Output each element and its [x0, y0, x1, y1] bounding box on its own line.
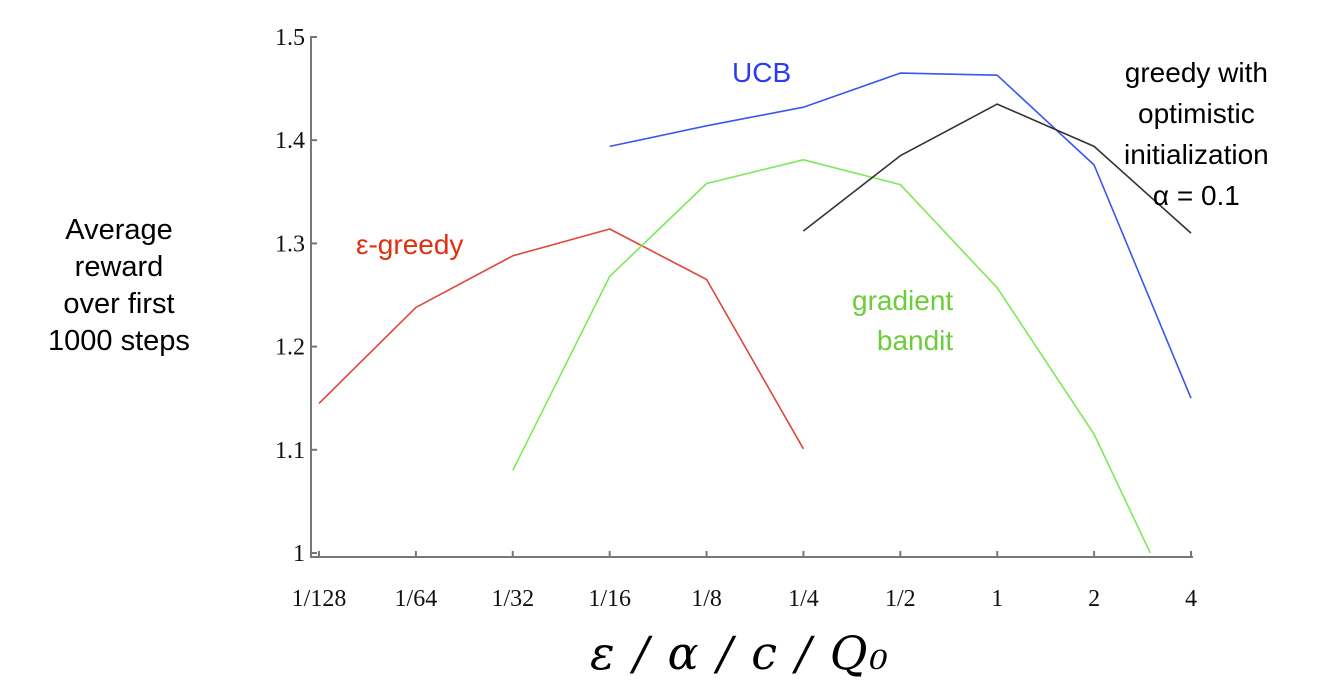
- series-lines: [318, 72, 1192, 554]
- x-tick-label: 4: [1185, 586, 1197, 612]
- y-tick-label: 1: [293, 541, 305, 567]
- y-axis-label-line: Average: [65, 214, 173, 246]
- y-tick-label: 1.3: [275, 231, 305, 257]
- x-tick-label: 2: [1088, 586, 1100, 612]
- series-line-ucb: [609, 72, 1192, 399]
- y-tick-label: 1.2: [275, 335, 305, 361]
- y-axis-label-line: 1000 steps: [48, 325, 190, 357]
- y-axis-label: Average reward over first 1000 steps: [14, 212, 224, 360]
- series-line-greedy: [318, 228, 805, 450]
- x-tick-label: 1/4: [788, 586, 819, 612]
- y-tick-label: 1.4: [275, 128, 305, 154]
- label-line: bandit: [876, 325, 954, 356]
- series-label-gradient-bandit: gradient bandit: [852, 281, 953, 361]
- x-tick-label: 1/128: [292, 586, 347, 612]
- x-tick-label: 1/32: [491, 586, 534, 612]
- label-line: gradient: [852, 285, 954, 316]
- axes: [310, 36, 1193, 558]
- y-tick-label: 1.5: [275, 25, 305, 51]
- series-line-greedy: [802, 103, 1192, 234]
- label-line: α = 0.1: [1152, 180, 1240, 211]
- y-tick-label: 1.1: [275, 438, 305, 464]
- x-tick-label: 1/2: [885, 586, 916, 612]
- series-line-gradient: [512, 159, 1152, 554]
- series-label-ucb: UCB: [732, 57, 792, 88]
- y-axis-label-line: over first: [63, 288, 175, 320]
- label-line: optimistic: [1138, 98, 1255, 129]
- x-tick-label: 1/64: [395, 586, 438, 612]
- label-line: greedy with: [1124, 57, 1268, 88]
- x-tick-label: 1: [991, 586, 1003, 612]
- x-tick-label: 1/8: [691, 586, 722, 612]
- series-label-optimistic-greedy: greedy with optimistic initialization α …: [1124, 52, 1269, 216]
- label-line: initialization: [1124, 139, 1269, 170]
- y-axis-label-line: reward: [74, 251, 164, 283]
- x-axis-label: ε / α / c / Q₀: [590, 626, 890, 680]
- x-tick-label: 1/16: [588, 586, 631, 612]
- axis-ticks: 1 1.1 1.2 1.3 1.4 1.5 1/128 1/64 1/32 1/16 1/8 1/4 1…: [275, 25, 1197, 612]
- series-label-epsilon-greedy: ε-greedy: [356, 229, 464, 260]
